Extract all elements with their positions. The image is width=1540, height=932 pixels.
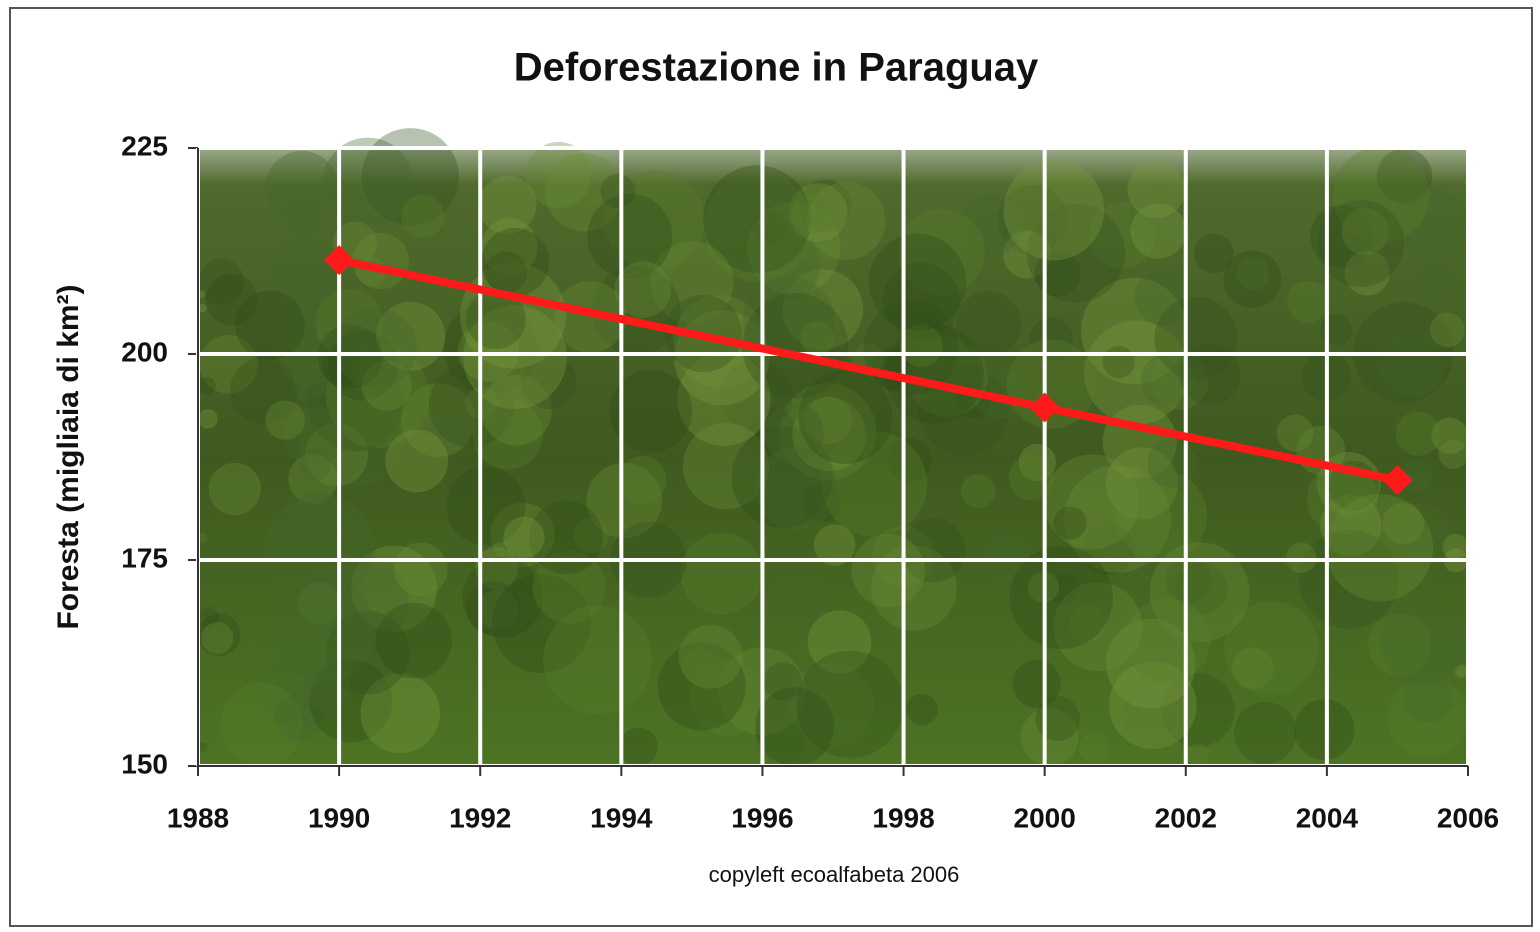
foliage (852, 534, 925, 607)
foliage (801, 322, 835, 356)
foliage (1224, 601, 1318, 695)
foliage (796, 651, 903, 758)
foliage (956, 291, 1022, 357)
foliage (619, 456, 667, 504)
foliage (791, 194, 831, 234)
foliage (198, 409, 218, 429)
x-tick-label: 1988 (167, 802, 229, 833)
foliage (394, 542, 448, 596)
foliage (1035, 696, 1080, 741)
foliage (303, 662, 351, 710)
x-tick-label: 2004 (1296, 802, 1359, 833)
foliage (1079, 733, 1109, 763)
foliage (1416, 259, 1456, 299)
foliage (776, 573, 828, 625)
foliage (1318, 200, 1405, 287)
foliage (462, 557, 543, 638)
foliage (1044, 454, 1139, 549)
y-tick-label: 175 (121, 542, 168, 573)
foliage (1396, 412, 1440, 456)
foliage (335, 308, 416, 389)
page: Deforestazione in Paraguay Foresta (migl… (0, 0, 1540, 932)
foliage (961, 474, 995, 508)
foliage (1147, 439, 1196, 488)
foliage (1131, 203, 1186, 258)
x-tick-label: 1990 (308, 802, 370, 833)
foliage (1003, 160, 1104, 261)
foliage (1326, 494, 1433, 601)
foliage (1286, 543, 1317, 574)
y-tick-label: 200 (121, 336, 168, 367)
foliage (1102, 346, 1134, 378)
x-tick-label: 1998 (872, 802, 934, 833)
foliage (198, 377, 216, 395)
forest-background (198, 128, 1468, 766)
foliage (1403, 674, 1451, 722)
x-tick-label: 2002 (1155, 802, 1217, 833)
foliage (1287, 281, 1329, 323)
foliage (1009, 455, 1054, 500)
x-tick-label: 2006 (1437, 802, 1499, 833)
foliage (1187, 744, 1209, 766)
foliage (1194, 234, 1234, 274)
foliage (681, 532, 763, 614)
foliage (1439, 440, 1468, 469)
x-tick-label: 2000 (1014, 802, 1076, 833)
chart: Deforestazione in Paraguay Foresta (migl… (0, 0, 1540, 932)
foliage (503, 517, 544, 558)
foliage (906, 694, 938, 726)
foliage (266, 401, 305, 440)
foliage (1053, 506, 1086, 539)
foliage (201, 622, 233, 654)
foliage (1430, 313, 1465, 348)
foliage (619, 728, 657, 766)
foliage (299, 448, 331, 480)
x-tick-label: 1994 (590, 802, 653, 833)
annotation: copyleft ecoalfabeta 2006 (709, 862, 960, 887)
foliage (385, 430, 448, 493)
foliage (869, 234, 966, 331)
x-tick-label: 1996 (731, 802, 793, 833)
foliage (281, 193, 326, 238)
foliage (209, 463, 261, 515)
foliage (323, 138, 413, 228)
foliage (206, 273, 258, 325)
y-tick-label: 150 (121, 748, 168, 779)
y-tick-label: 225 (121, 130, 168, 161)
foliage (1277, 415, 1314, 452)
foliage (481, 228, 549, 296)
foliage (1382, 599, 1468, 685)
foliage (525, 142, 591, 208)
y-axis-label: Foresta (migliaia di km²) (52, 284, 85, 629)
chart-title: Deforestazione in Paraguay (514, 46, 1039, 90)
foliage (679, 625, 743, 689)
foliage (1234, 702, 1296, 764)
foliage (900, 325, 942, 367)
foliage (1294, 699, 1355, 760)
x-tick-label: 1992 (449, 802, 511, 833)
foliage (401, 195, 444, 238)
